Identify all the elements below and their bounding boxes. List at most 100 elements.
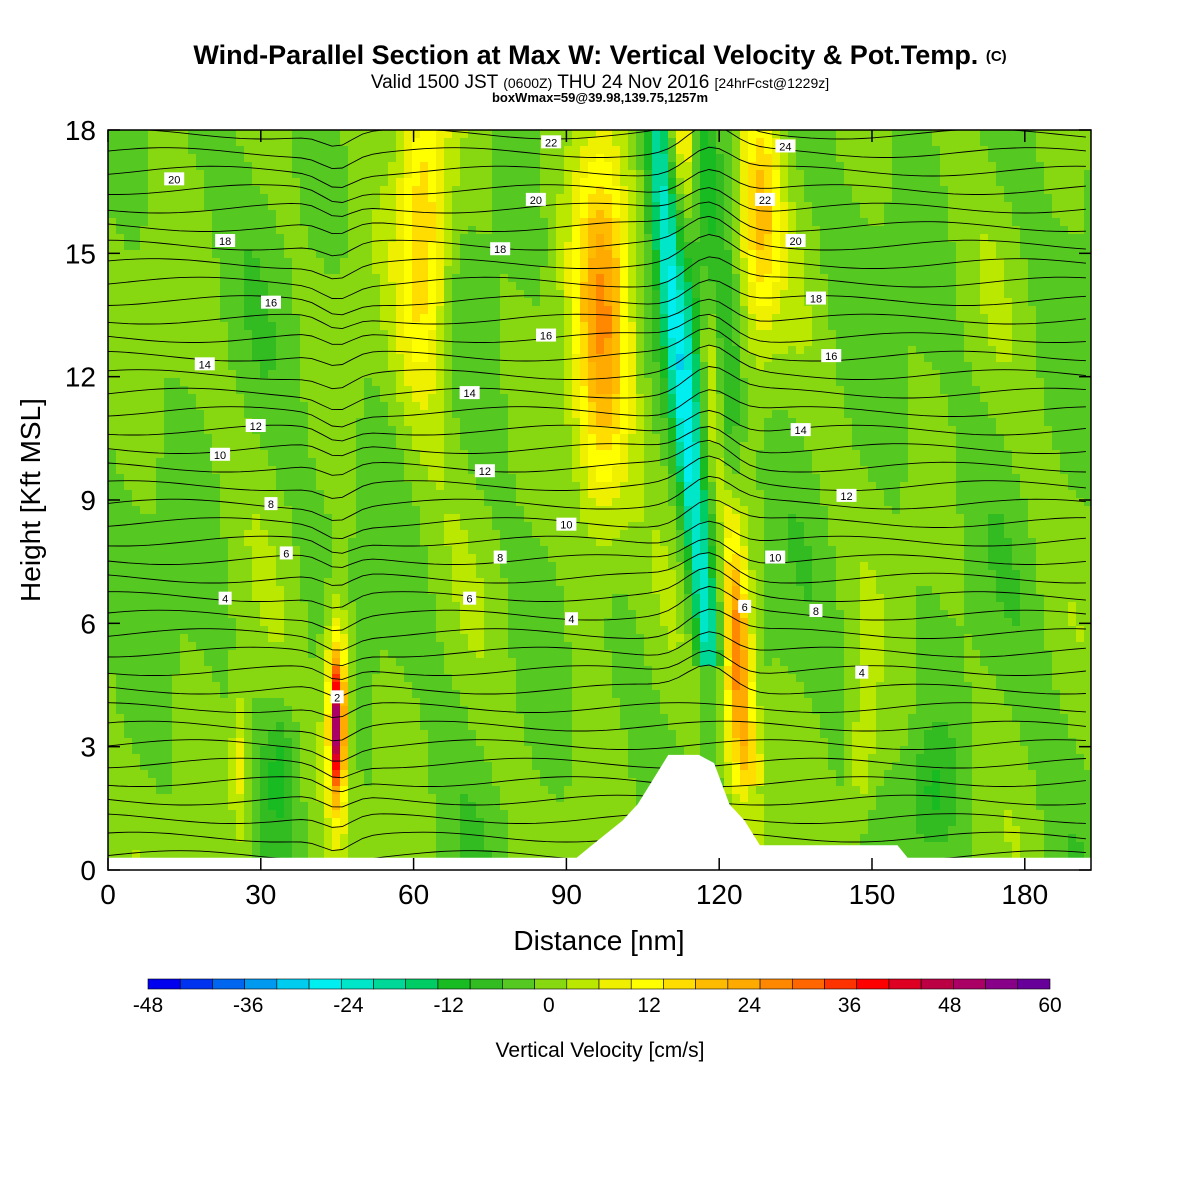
theta-contour-line — [108, 702, 1086, 719]
y-tick-label: 15 — [65, 238, 96, 269]
title-text: Wind-Parallel Section at Max W: Vertical… — [193, 40, 979, 70]
theta-contour-line — [108, 366, 1086, 411]
theta-contour-line — [108, 831, 1086, 852]
theta-contour-line — [108, 146, 1086, 188]
contour-label-bg — [821, 349, 842, 363]
contour-label-bg — [194, 357, 215, 371]
x-tick-label: 0 — [100, 879, 116, 910]
contour-label-bg — [463, 591, 477, 605]
contour-label: 4 — [859, 668, 865, 680]
valid-utc: (0600Z) — [503, 75, 553, 91]
terrain-profile — [108, 754, 1091, 870]
contour-label: 10 — [560, 520, 572, 532]
contour-label: 22 — [545, 137, 557, 149]
y-tick-label: 0 — [80, 855, 96, 886]
contour-label-bg — [215, 234, 236, 247]
colorbar-swatch — [953, 978, 986, 990]
x-tick-label: 150 — [849, 879, 896, 910]
contour-label-bg — [245, 419, 266, 432]
contour-label: 6 — [467, 594, 473, 606]
contour-label-bg — [210, 447, 231, 461]
colorbar-swatch — [920, 978, 954, 990]
colorbar-swatch — [502, 978, 535, 990]
theta-contour-line — [108, 720, 1086, 742]
contour-label-bg — [809, 604, 823, 617]
valid-date: THU 24 Nov 2016 — [557, 72, 710, 93]
contour-label: 16 — [825, 351, 837, 363]
contour-label-bg — [765, 550, 786, 564]
colorbar-swatch — [695, 978, 729, 990]
theta-contour-line — [108, 409, 1086, 442]
contour-label-bg — [790, 423, 811, 437]
chart-subtitle: Valid 1500 JST (0600Z) THU 24 Nov 2016 [… — [0, 72, 1200, 94]
contour-label: 12 — [840, 491, 852, 503]
theta-contour-line — [108, 566, 1086, 609]
x-tick-label: 90 — [551, 879, 582, 910]
terrain — [108, 754, 1091, 870]
x-axis-label: Distance [nm] — [513, 925, 684, 956]
contour-label-bg — [755, 192, 776, 206]
contour-label-bg — [459, 386, 480, 400]
copyright-mark: (C) — [985, 48, 1007, 65]
theta-contour-line — [108, 215, 1086, 257]
contour-label: 6 — [742, 602, 748, 614]
chart-title: Wind-Parallel Section at Max W: Vertical… — [0, 40, 1200, 71]
colorbar-swatch — [147, 978, 181, 990]
theta-contour-line — [108, 169, 1086, 203]
colorbar-tick-label: 60 — [1038, 994, 1061, 1017]
y-tick-label: 6 — [80, 608, 96, 639]
theta-contour-line — [108, 520, 1086, 554]
colorbar-swatch — [888, 978, 922, 990]
theta-contour-line — [108, 813, 1086, 828]
contour-label-bg — [541, 135, 562, 149]
colorbar-swatch — [630, 978, 664, 990]
colorbar-swatch — [856, 978, 890, 990]
colorbar-tick-label: 48 — [938, 994, 961, 1017]
colorbar-tick-label: 12 — [637, 994, 660, 1017]
contour-label: 6 — [283, 548, 289, 560]
theta-contour-line — [108, 313, 1086, 345]
theta-contour-line — [108, 585, 1086, 632]
colorbar-swatch — [534, 978, 568, 990]
valid-prefix: Valid 1500 JST — [370, 72, 498, 93]
y-tick-label: 18 — [65, 115, 96, 146]
contour-label: 4 — [568, 614, 574, 626]
contour-label: 14 — [463, 388, 475, 400]
theta-contour-line — [108, 426, 1086, 457]
colorbar-swatch — [727, 978, 761, 990]
theta-contour-line — [108, 455, 1086, 499]
colorbar-swatch — [469, 978, 503, 990]
theta-contour-line — [108, 776, 1086, 793]
colorbar-swatch — [212, 978, 245, 990]
theta-contour-line — [108, 439, 1086, 476]
contour-label-bg — [855, 665, 869, 679]
colorbar-swatch — [566, 978, 600, 990]
contour-label: 14 — [795, 425, 807, 437]
y-tick-label: 12 — [65, 362, 96, 393]
colorbar-tick-label: -48 — [133, 994, 163, 1017]
colorbar-swatch — [791, 978, 825, 990]
contour-label: 8 — [813, 606, 819, 618]
colorbar-swatch — [759, 978, 793, 990]
contour-label-bg — [493, 550, 507, 564]
contour-label: 16 — [540, 331, 552, 343]
theta-contour-line — [108, 664, 1086, 697]
y-axis-label: Height [Kft MSL] — [15, 398, 46, 602]
contour-label-bg — [556, 517, 577, 531]
x-tick-label: 30 — [245, 879, 276, 910]
colorbar-tick-label: -12 — [433, 994, 463, 1017]
theta-contour-line — [108, 552, 1086, 586]
theta-contour-line — [108, 298, 1086, 330]
colorbar-swatch — [244, 978, 278, 990]
forecast-label: [24hrFcst@1229z] — [714, 75, 830, 91]
colorbar-tick-label: -36 — [233, 994, 263, 1017]
colorbar-swatch — [308, 978, 342, 990]
contour-label-bg — [836, 488, 857, 502]
contour-label-bg — [564, 612, 578, 626]
colorbar-tick-label: 24 — [738, 994, 762, 1017]
contour-label: 8 — [497, 553, 503, 565]
contour-label: 8 — [268, 499, 274, 511]
contour-label: 20 — [530, 195, 542, 207]
theta-contour-line — [108, 130, 1086, 170]
